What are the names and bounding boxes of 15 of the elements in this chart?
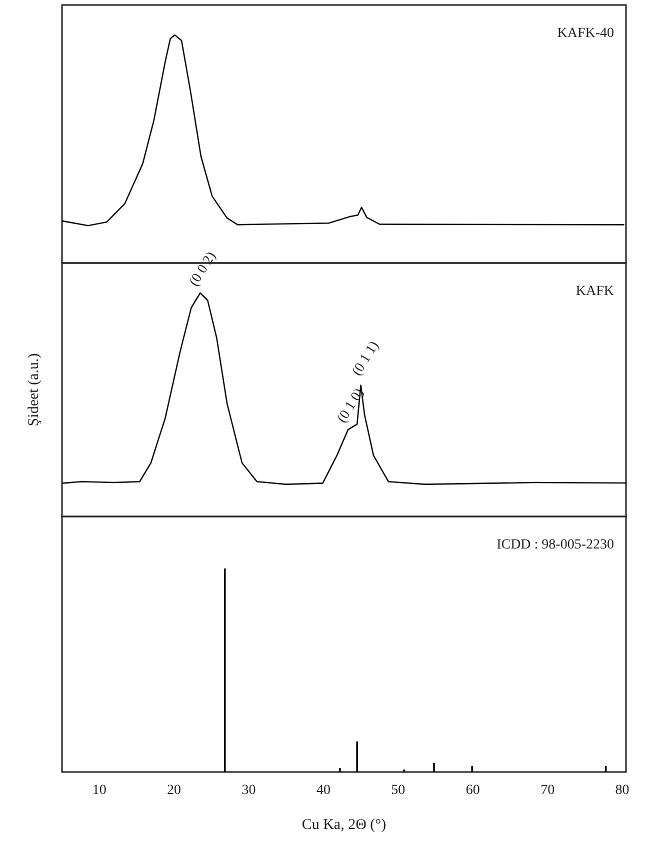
x-tick-label: 40 xyxy=(316,783,330,798)
x-tick-label: 80 xyxy=(615,783,630,798)
x-axis-title: Cu Ka, 2Θ (°) xyxy=(302,817,386,833)
x-tick-label: 70 xyxy=(540,783,555,798)
x-tick-label: 30 xyxy=(242,783,256,798)
annotation: (0 1 0) xyxy=(334,386,368,426)
x-tick-label: 20 xyxy=(167,783,182,798)
text: KAFK xyxy=(576,284,614,299)
x-tick-label: 50 xyxy=(391,783,406,798)
x-tick-label: 10 xyxy=(92,783,106,798)
y-axis-title: Şideet (a.u.) xyxy=(26,353,42,426)
x-tick-label: 60 xyxy=(466,783,480,798)
annotation: (0 1 1) xyxy=(350,338,382,379)
text: KAFK-40 xyxy=(557,26,614,41)
text: ICDD : 98-005-2230 xyxy=(496,538,614,552)
